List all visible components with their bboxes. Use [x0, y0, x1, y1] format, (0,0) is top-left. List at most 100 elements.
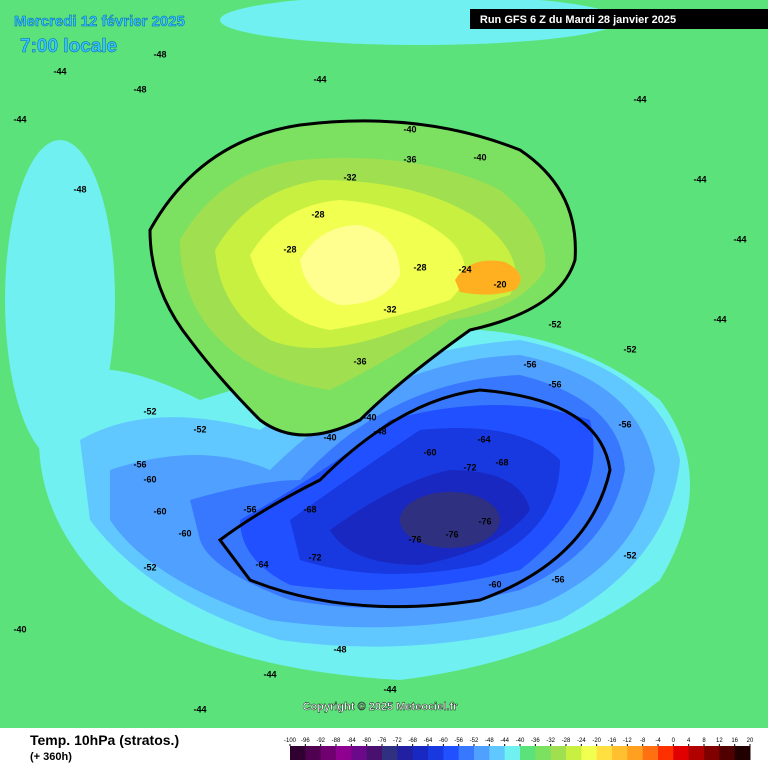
- scale-label: -64: [424, 738, 433, 744]
- scale-label: -4: [655, 738, 661, 744]
- scale-bin: [428, 746, 444, 760]
- scale-label: 4: [687, 738, 691, 744]
- contour-label: -32: [343, 172, 356, 182]
- scale-bin: [520, 746, 536, 760]
- scale-label: 20: [747, 738, 754, 744]
- contour-label: -44: [13, 114, 26, 124]
- contour-label: -44: [313, 74, 326, 84]
- contour-label: -60: [153, 506, 166, 516]
- contour-label: -64: [477, 434, 490, 444]
- contour-label: -56: [551, 574, 564, 584]
- scale-bin: [504, 746, 521, 760]
- scale-bin: [458, 746, 475, 760]
- scale-bin: [382, 746, 398, 760]
- contour-label: -60: [178, 528, 191, 538]
- scale-label: -24: [577, 738, 586, 744]
- scale-label: -44: [500, 738, 509, 744]
- scale-bin: [688, 746, 705, 760]
- scale-bin: [581, 746, 598, 760]
- scale-label: -92: [316, 738, 325, 744]
- contour-label: -52: [623, 550, 636, 560]
- contour-label: -44: [263, 669, 276, 679]
- scale-bin: [642, 746, 659, 760]
- temperature-field: [5, 0, 690, 680]
- scale-bin: [474, 746, 490, 760]
- scale-bin: [535, 746, 552, 760]
- scale-label: -12: [623, 738, 632, 744]
- contour-label: -40: [323, 432, 336, 442]
- contour-label: -52: [548, 319, 561, 329]
- contour-label: -44: [633, 94, 646, 104]
- contour-label: -44: [193, 704, 206, 714]
- scale-label: 16: [731, 738, 738, 744]
- scale-bin: [612, 746, 628, 760]
- scale-bin: [443, 746, 460, 760]
- scale-label: -20: [592, 738, 601, 744]
- scale-bin: [320, 746, 337, 760]
- scale-label: -88: [332, 738, 341, 744]
- color-scale: -100 -96 -92 -88 -84 -80 -76 -72 -68 -64 -60 -56 -52…: [284, 738, 754, 760]
- contour-label: -64: [255, 559, 268, 569]
- scale-label: -84: [347, 738, 356, 744]
- scale-bin: [290, 746, 306, 760]
- valid-time: 7:00 locale: [20, 36, 117, 57]
- contour-label: -44: [693, 174, 706, 184]
- scale-bin: [566, 746, 582, 760]
- contour-label: -56: [548, 379, 561, 389]
- scale-bin: [719, 746, 736, 760]
- scale-bin: [351, 746, 368, 760]
- scale-label: -96: [301, 738, 310, 744]
- contour-label: -72: [463, 462, 476, 472]
- scale-bin: [366, 746, 383, 760]
- scale-bin: [596, 746, 613, 760]
- scale-label: -8: [640, 738, 646, 744]
- contour-label: -44: [53, 66, 66, 76]
- scale-label: -72: [393, 738, 402, 744]
- contour-label: -60: [488, 579, 501, 589]
- contour-label: -40: [13, 624, 26, 634]
- valid-date: Mercredi 12 février 2025: [14, 13, 185, 30]
- contour-label: -60: [423, 447, 436, 457]
- contour-label: -32: [383, 304, 396, 314]
- scale-label: 0: [672, 738, 676, 744]
- scale-bin: [627, 746, 644, 760]
- contour-label: -52: [193, 424, 206, 434]
- contour-label: -60: [143, 474, 156, 484]
- scale-bin: [734, 746, 751, 760]
- scale-label: -16: [608, 738, 617, 744]
- scale-label: -48: [485, 738, 494, 744]
- scale-label: -36: [531, 738, 540, 744]
- contour-label: -48: [333, 644, 346, 654]
- scale-label: -60: [439, 738, 448, 744]
- run-box: [470, 9, 768, 29]
- copyright: Copyright © 2025 Meteociel.fr: [303, 701, 459, 713]
- scale-bin: [336, 746, 352, 760]
- field-title: Temp. 10hPa (stratos.): [30, 732, 179, 748]
- scale-bin: [704, 746, 720, 760]
- contour-label: -52: [143, 406, 156, 416]
- contour-label: -76: [478, 516, 491, 526]
- contour-label: -48: [153, 49, 166, 59]
- contour-labels: -48 -44 -44 -48 -44 -48 -44 -44 -44 -44 -40 -40 -36 -…: [13, 49, 746, 714]
- scale-label: -56: [454, 738, 463, 744]
- contour-label: -28: [311, 209, 324, 219]
- contour-label: -20: [493, 279, 506, 289]
- contour-label: -40: [473, 152, 486, 162]
- scale-bin: [397, 746, 414, 760]
- scale-label: -28: [562, 738, 571, 744]
- contour-label: -24: [458, 264, 471, 274]
- contour-label: -76: [408, 534, 421, 544]
- contour-label: -44: [383, 684, 396, 694]
- scale-bin: [673, 746, 690, 760]
- contour-label: -36: [403, 154, 416, 164]
- scale-label: -40: [516, 738, 525, 744]
- contour-label: -40: [363, 412, 376, 422]
- contour-label: -76: [445, 529, 458, 539]
- scale-label: -80: [362, 738, 371, 744]
- run-info: Run GFS 6 Z du Mardi 28 janvier 2025: [480, 14, 676, 26]
- contour-label: -56: [133, 459, 146, 469]
- contour-label: -40: [403, 124, 416, 134]
- scale-label: -100: [284, 738, 297, 744]
- contour-label: -56: [618, 419, 631, 429]
